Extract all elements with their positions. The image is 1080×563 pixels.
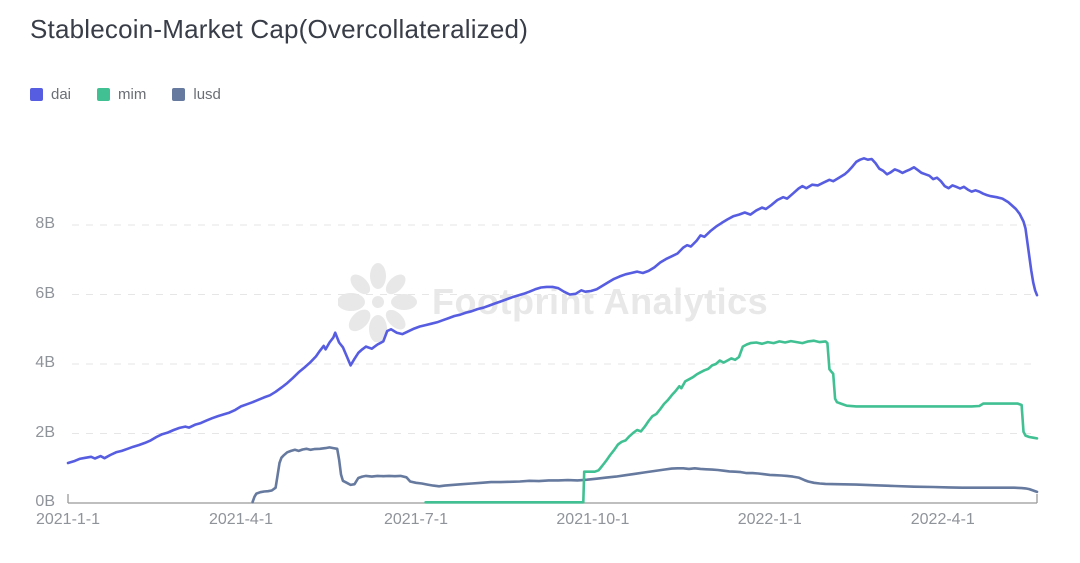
y-axis-tick-label: 2B [35,423,55,441]
legend-label-lusd: lusd [193,86,221,103]
legend-label-dai: dai [51,86,72,103]
y-axis-tick-label: 4B [35,354,55,371]
chart-legend: dai mim lusd [30,86,221,103]
series-line-dai[interactable] [66,157,1039,465]
chart-title: Stablecoin-Market Cap(Overcollateralized… [30,14,529,44]
legend-item-mim[interactable]: mim [97,86,146,103]
legend-label-mim: mim [118,86,147,103]
legend-swatch-mim [97,88,111,101]
legend-item-dai[interactable]: dai [30,86,71,103]
legend-swatch-dai [30,88,43,101]
y-axis-tick-label: 6B [35,284,55,302]
x-axis-tick-label: 2022-4-1 [910,511,975,528]
x-axis-tick-label: 2021-7-1 [383,511,448,528]
legend-swatch-lusd [172,88,186,101]
series-line-mim[interactable] [424,339,1039,504]
x-axis-tick-label: 2022-1-1 [737,511,802,528]
legend-item-lusd[interactable]: lusd [172,86,221,103]
x-axis-tick-label: 2021-4-1 [209,511,274,528]
x-axis-tick-label: 2021-1-1 [35,511,101,528]
x-axis-tick-label: 2021-10-1 [556,511,630,528]
series-line-lusd[interactable] [251,446,1039,504]
y-axis-tick-label: 8B [35,215,55,232]
y-axis-tick-label: 0B [35,493,55,510]
